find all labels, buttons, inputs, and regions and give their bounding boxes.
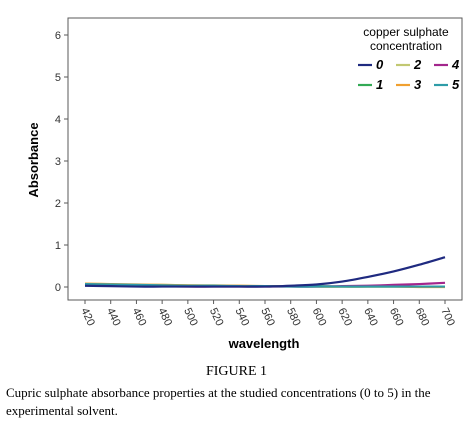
x-tick-label: 420 bbox=[78, 306, 97, 328]
y-axis-label: Absorbance bbox=[26, 122, 41, 197]
legend: copper sulphate concentration 0 1 2 3 4 5 bbox=[358, 25, 460, 92]
y-tick-label: 0 bbox=[55, 282, 61, 294]
y-axis: 0 1 2 3 4 5 6 bbox=[55, 30, 68, 294]
x-tick-label: 620 bbox=[335, 306, 354, 328]
y-tick-label: 3 bbox=[55, 156, 61, 168]
x-tick-label: 680 bbox=[413, 306, 432, 328]
x-tick-label: 700 bbox=[438, 306, 457, 328]
y-tick-label: 5 bbox=[55, 72, 61, 84]
x-tick-label: 660 bbox=[387, 306, 406, 328]
y-tick-label: 2 bbox=[55, 198, 61, 210]
x-tick-label: 440 bbox=[104, 306, 123, 328]
legend-items: 0 1 2 3 4 5 bbox=[358, 57, 460, 92]
x-tick-label: 580 bbox=[284, 306, 303, 328]
series-layer bbox=[84, 256, 446, 289]
legend-label-4: 4 bbox=[451, 57, 460, 72]
x-tick-label: 600 bbox=[310, 306, 329, 328]
legend-label-5: 5 bbox=[452, 77, 460, 92]
figure-caption: Cupric sulphate absorbance properties at… bbox=[6, 385, 431, 418]
legend-label-2: 2 bbox=[413, 57, 422, 72]
x-tick-label: 520 bbox=[207, 306, 226, 328]
y-tick-label: 1 bbox=[55, 240, 61, 252]
x-tick-label: 480 bbox=[155, 306, 174, 328]
legend-label-3: 3 bbox=[414, 77, 422, 92]
legend-title-line-1: copper sulphate bbox=[363, 25, 449, 39]
x-axis-label: wavelength bbox=[228, 336, 300, 351]
x-tick-label: 560 bbox=[258, 306, 277, 328]
y-tick-label: 4 bbox=[55, 114, 61, 126]
x-tick-label: 460 bbox=[130, 306, 149, 328]
y-tick-label: 6 bbox=[55, 30, 61, 42]
legend-label-0: 0 bbox=[376, 57, 384, 72]
plot-area bbox=[67, 17, 463, 301]
x-tick-label: 640 bbox=[361, 306, 380, 328]
x-tick-label: 540 bbox=[233, 306, 252, 328]
x-axis: 420 440 460 480 500 520 540 560 580 600 620 640 660 6… bbox=[78, 300, 457, 328]
figure-label: FIGURE 1 bbox=[205, 364, 268, 379]
legend-title-line-2: concentration bbox=[370, 39, 442, 53]
x-tick-label: 500 bbox=[181, 306, 200, 328]
legend-label-1: 1 bbox=[376, 77, 383, 92]
series-line-0 bbox=[84, 256, 446, 288]
